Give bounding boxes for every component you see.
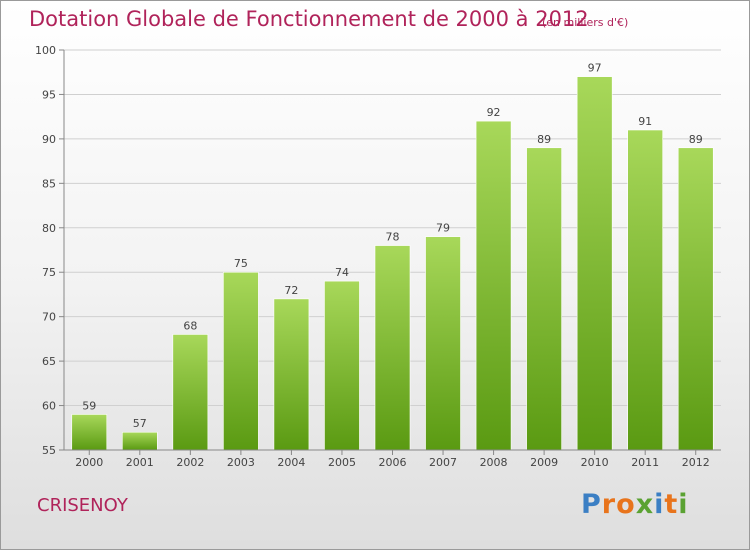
y-tick-label: 100 [35, 44, 56, 57]
logo-letter: i [654, 489, 665, 520]
data-label: 97 [588, 62, 602, 75]
data-label: 57 [133, 417, 147, 430]
data-label: 92 [487, 106, 501, 119]
x-tick-label: 2006 [379, 456, 407, 469]
data-label: 79 [436, 222, 450, 235]
data-label: 72 [284, 284, 298, 297]
bar [475, 120, 512, 451]
bar [172, 334, 209, 451]
x-tick-label: 2008 [480, 456, 508, 469]
logo-letter: i [678, 489, 689, 520]
bar [324, 280, 360, 451]
bar [122, 431, 158, 451]
chart-title: Dotation Globale de Fonctionnement de 20… [29, 7, 589, 31]
logo-letter: o [616, 489, 636, 520]
data-label: 74 [335, 266, 349, 279]
y-tick-label: 75 [42, 266, 56, 279]
x-tick-label: 2002 [176, 456, 204, 469]
bar [576, 76, 613, 451]
x-tick-label: 2009 [530, 456, 558, 469]
y-tick-label: 90 [42, 133, 56, 146]
data-label: 75 [234, 257, 248, 270]
logo-letter: x [635, 489, 655, 520]
x-tick-label: 2004 [277, 456, 305, 469]
x-tick-label: 2001 [126, 456, 154, 469]
x-tick-label: 2003 [227, 456, 255, 469]
bar [273, 298, 310, 451]
data-label: 59 [82, 399, 96, 412]
y-tick-label: 85 [42, 177, 56, 190]
y-tick-label: 65 [42, 355, 56, 368]
y-tick-label: 60 [42, 400, 56, 413]
bar [627, 129, 663, 451]
x-tick-label: 2000 [75, 456, 103, 469]
x-tick-label: 2007 [429, 456, 457, 469]
data-label: 91 [638, 115, 652, 128]
y-tick-label: 95 [42, 88, 56, 101]
y-tick-label: 55 [42, 444, 56, 457]
logo-letter: r [601, 489, 617, 520]
y-tick-label: 70 [42, 311, 56, 324]
bar [425, 236, 461, 451]
bar [526, 147, 562, 451]
chart-unit: (en milliers d'€) [542, 16, 629, 29]
logo-letter: P [581, 489, 602, 520]
bar [71, 414, 108, 451]
bar [223, 271, 259, 451]
data-label: 68 [183, 319, 197, 332]
x-tick-label: 2012 [682, 456, 710, 469]
bar [677, 147, 714, 451]
data-label: 89 [537, 133, 551, 146]
x-tick-label: 2005 [328, 456, 356, 469]
x-tick-label: 2011 [631, 456, 659, 469]
data-label: 78 [386, 231, 400, 244]
proxiti-logo: Proxiti [581, 489, 689, 520]
logo-letter: t [664, 489, 679, 520]
axes: 55 60 65 70 75 80 85 90 95 100 2000 2001 2002 2003 200… [35, 44, 721, 469]
commune-name: CRISENOY [37, 495, 128, 516]
data-label: 89 [689, 133, 703, 146]
x-tick-label: 2010 [581, 456, 609, 469]
bars: 59 57 68 75 72 74 78 79 92 89 97 91 89 [71, 62, 714, 451]
y-tick-label: 80 [42, 222, 56, 235]
bar [374, 245, 411, 451]
